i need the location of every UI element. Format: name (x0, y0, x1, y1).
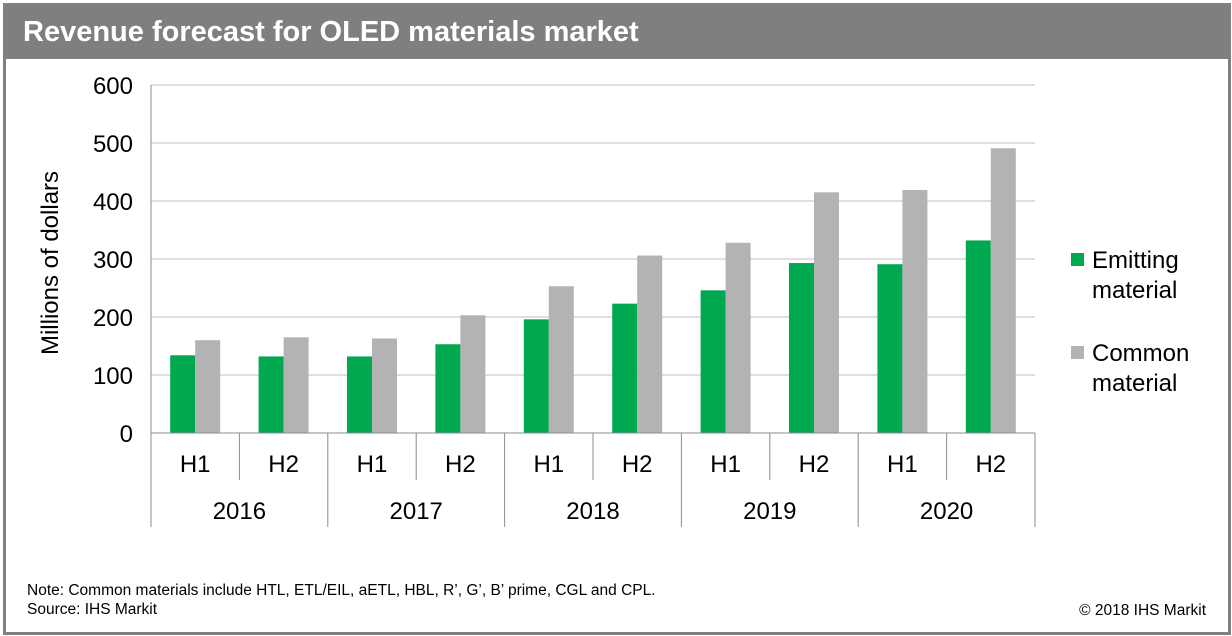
legend-label-emitting: Emitting material (1092, 247, 1179, 304)
x-group-label: 2016 (213, 498, 266, 525)
x-tick-label: H1 (887, 451, 918, 478)
footnote: Note: Common materials include HTL, ETL/… (27, 582, 656, 599)
y-tick-label: 500 (93, 131, 133, 158)
copyright: © 2018 IHS Markit (1079, 602, 1206, 619)
bar-common (195, 340, 221, 433)
bar-common (990, 148, 1016, 433)
legend-label-common: Common material (1092, 340, 1190, 397)
x-group-label: 2018 (566, 498, 619, 525)
bar-common (725, 242, 751, 433)
bar-emitting (700, 290, 726, 433)
x-tick-label: H1 (710, 451, 741, 478)
source-line: Source: IHS Markit (27, 601, 158, 618)
bar-common (460, 315, 486, 433)
x-tick-label: H2 (445, 451, 476, 478)
y-tick-label: 200 (93, 305, 133, 332)
x-group-label: 2020 (920, 498, 973, 525)
y-tick-label: 600 (93, 73, 133, 100)
x-tick-label: H2 (975, 451, 1006, 478)
y-tick-label: 0 (120, 421, 133, 448)
footer-notes: Note: Common materials include HTL, ETL/… (27, 581, 656, 619)
bar-common (902, 189, 928, 433)
bar-emitting (877, 264, 903, 433)
chart-frame: Revenue forecast for OLED materials mark… (3, 3, 1231, 635)
bar-emitting (435, 344, 461, 433)
y-tick-label: 100 (93, 363, 133, 390)
x-tick-label: H2 (622, 451, 653, 478)
bar-emitting (612, 303, 638, 433)
bar-chart: 0 100 200 300 400 500 600 Millions of dollars H1… (37, 73, 1036, 527)
legend-swatch-emitting (1071, 253, 1084, 266)
bar-common (637, 255, 663, 433)
y-tick-label: 300 (93, 247, 133, 274)
x-tick-label: H2 (268, 451, 299, 478)
x-tick-label: H2 (799, 451, 830, 478)
legend-swatch-common (1071, 346, 1084, 359)
y-tick-label: 400 (93, 189, 133, 216)
x-tick-label: H1 (533, 451, 564, 478)
bar-emitting (258, 356, 284, 433)
bar-emitting (170, 355, 196, 433)
legend-item-emitting: Emitting material (1071, 246, 1222, 306)
bar-emitting (789, 263, 814, 433)
bar-common (548, 286, 574, 433)
x-group-label: 2019 (743, 498, 796, 525)
x-group-label: 2017 (390, 498, 443, 525)
y-axis-title: Millions of dollars (37, 171, 64, 355)
bar-emitting (523, 319, 549, 433)
title-bar: Revenue forecast for OLED materials mark… (6, 6, 1228, 59)
chart-title: Revenue forecast for OLED materials mark… (23, 16, 639, 48)
bar-common (814, 192, 839, 433)
legend-item-common: Common material (1071, 339, 1222, 399)
bar-common (283, 337, 309, 433)
bar-emitting (347, 356, 372, 433)
x-tick-label: H1 (180, 451, 211, 478)
x-tick-label: H1 (357, 451, 388, 478)
bar-common (372, 338, 397, 433)
bar-emitting (965, 240, 991, 433)
